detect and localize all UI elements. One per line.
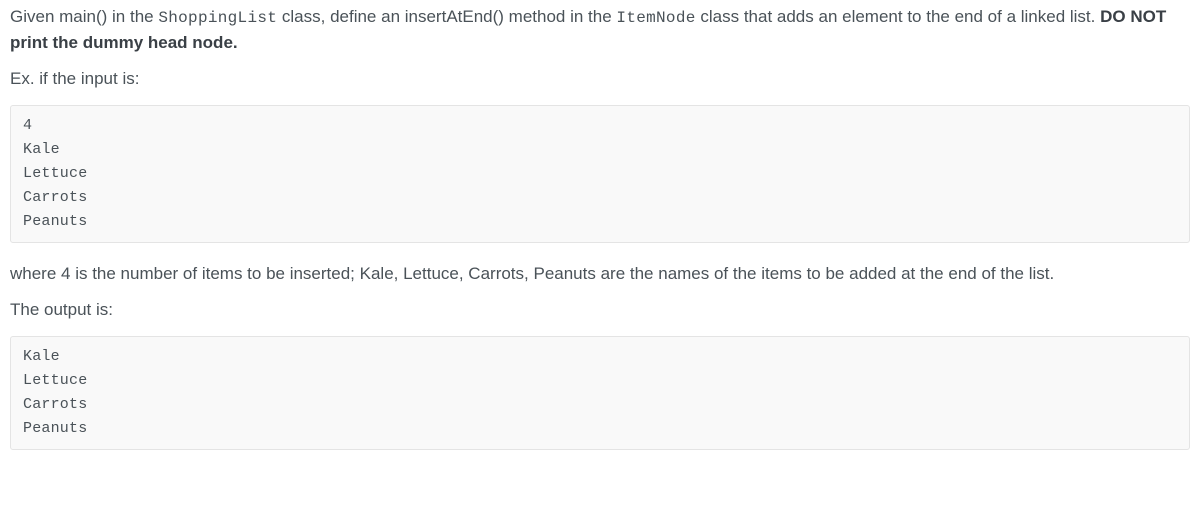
intro-text-3: class that adds an element to the end of… [696,7,1100,26]
problem-intro: Given main() in the ShoppingList class, … [10,4,1190,56]
output-code-block: Kale Lettuce Carrots Peanuts [10,336,1190,450]
intro-text-1: Given main() in the [10,7,158,26]
code-itemnode: ItemNode [616,9,695,27]
input-code-block: 4 Kale Lettuce Carrots Peanuts [10,105,1190,243]
example-label: Ex. if the input is: [10,66,1190,92]
output-label: The output is: [10,297,1190,323]
intro-text-2: class, define an insertAtEnd() method in… [277,7,616,26]
code-shoppinglist: ShoppingList [158,9,277,27]
explanation-text: where 4 is the number of items to be ins… [10,261,1190,287]
